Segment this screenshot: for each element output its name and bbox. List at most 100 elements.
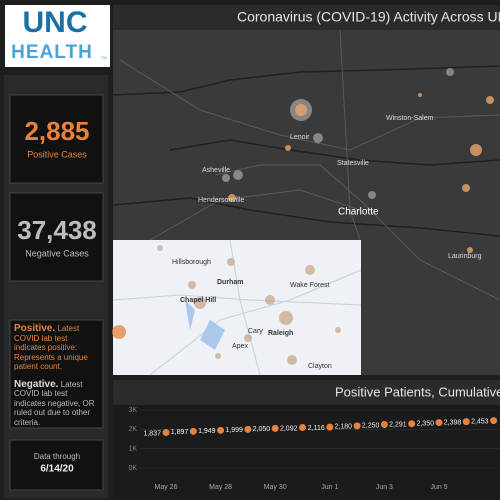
- inset-map: [113, 240, 361, 375]
- road: [149, 189, 361, 241]
- bubble: [335, 327, 341, 333]
- road: [149, 269, 362, 376]
- value-label: 2,250: [362, 422, 380, 429]
- city-label: Asheville: [202, 167, 230, 174]
- bubble: [215, 353, 221, 359]
- map-labels: Winston-Salem Lenoir Statesville Ashevil…: [198, 115, 482, 260]
- border: [169, 139, 500, 166]
- point: [326, 423, 334, 431]
- logo-tm: TM: [101, 55, 107, 60]
- x-tick-label: May 26: [155, 484, 178, 491]
- point: [299, 424, 306, 432]
- point: [271, 424, 279, 432]
- point: [244, 425, 252, 433]
- value-label: 2,116: [308, 425, 325, 432]
- date-box: [9, 439, 104, 491]
- town-label: Apex: [232, 343, 248, 350]
- bubble: [305, 265, 315, 275]
- legend-negative: Negative. Latest COVID lab test indicate…: [14, 378, 99, 428]
- bubble: [188, 281, 196, 289]
- value-label: 2,291: [389, 422, 407, 429]
- page-title: Coronavirus (COVID-19) Activity Across U…: [237, 9, 500, 25]
- x-tick-label: Jun 3: [376, 484, 393, 491]
- value-label: 2,180: [335, 424, 353, 431]
- x-tick-label: May 28: [209, 484, 232, 491]
- value-label: 1,897: [171, 429, 189, 436]
- value-label: 2,092: [280, 425, 298, 432]
- value-label: 2,050: [253, 426, 271, 433]
- y-tick-label: 1K: [128, 446, 137, 453]
- road: [214, 164, 500, 301]
- border: [112, 197, 500, 237]
- point: [217, 426, 225, 434]
- city-label: Lenoir: [290, 134, 310, 141]
- bubble: [228, 194, 236, 202]
- bubble: [222, 174, 230, 182]
- city-label: Hendersonville: [198, 197, 244, 204]
- x-tick-label: May 30: [264, 484, 287, 491]
- city-label: Charlotte: [338, 207, 379, 218]
- logo-unc: UNC: [23, 6, 88, 39]
- legend-negative-term: Negative.: [14, 378, 59, 390]
- road: [339, 29, 361, 241]
- date-value: 6/14/20: [40, 464, 74, 475]
- point: [380, 421, 388, 428]
- legend-positive-term: Positive.: [14, 323, 56, 334]
- bubble: [418, 93, 422, 97]
- town-label: Wake Forest: [290, 282, 329, 289]
- bubble: [285, 145, 291, 151]
- map-roads: [119, 29, 500, 301]
- bubble: [157, 245, 163, 251]
- x-tick-label: Jun 5: [430, 484, 447, 491]
- bubble: [265, 295, 275, 305]
- bubble: [313, 133, 323, 143]
- legend-positive: Positive. Latest COVID lab test indicate…: [14, 324, 99, 372]
- chart-header: [113, 380, 500, 405]
- header-bar: [113, 5, 500, 30]
- border: [112, 65, 500, 96]
- inset-bubbles: [112, 245, 341, 365]
- inset-lakes: [185, 300, 225, 350]
- bubble: [233, 170, 243, 180]
- date-label: Data through: [34, 452, 80, 461]
- city-label: Statesville: [337, 160, 369, 167]
- bubble: [287, 355, 297, 365]
- bubble: [244, 334, 252, 342]
- legend-negative-text: Latest COVID lab test indicates negative…: [14, 379, 95, 427]
- map-borders: [112, 65, 500, 237]
- logo-health: HEALTH: [11, 42, 93, 63]
- chart-area: [113, 405, 500, 500]
- x-tick-label: Jun 1: [321, 484, 338, 491]
- town-label: Cary: [248, 328, 263, 335]
- bubble: [279, 311, 293, 325]
- negative-label: Negative Cases: [25, 248, 89, 258]
- bubble: [295, 104, 307, 116]
- value-label: 2,453: [471, 418, 489, 425]
- point: [408, 420, 416, 428]
- city-label: Laurinburg: [448, 253, 482, 260]
- bubble: [486, 96, 494, 104]
- road: [112, 294, 362, 306]
- bubble: [112, 325, 126, 339]
- negative-count: 37,438: [17, 215, 97, 245]
- bubble: [462, 184, 470, 192]
- town-label: Hillsborough: [172, 259, 211, 266]
- bubble: [368, 191, 376, 199]
- value-label: 2,350: [416, 420, 434, 427]
- point: [435, 419, 443, 427]
- y-tick-label: 2K: [128, 426, 137, 433]
- y-tick-label: 0K: [128, 465, 137, 472]
- point: [353, 422, 361, 430]
- positive-label: Positive Cases: [27, 149, 87, 159]
- point: [162, 428, 170, 436]
- bubble: [470, 144, 482, 156]
- point: [189, 427, 197, 435]
- chart-title: Positive Patients, Cumulative: [335, 384, 500, 399]
- value-label: 1,999: [225, 427, 243, 434]
- chart: 0K 1K 2K 3K May 26 1,837 1,897 May 28 1,949 1,999…: [128, 407, 500, 491]
- town-label: Clayton: [308, 363, 332, 370]
- point: [490, 417, 498, 425]
- legend: Positive. Latest COVID lab test indicate…: [14, 324, 99, 428]
- map-bubbles: [222, 68, 494, 253]
